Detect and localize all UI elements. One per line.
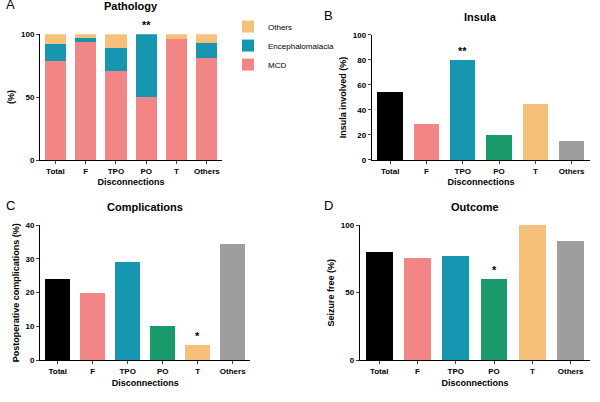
svg-text:Encephalomalacia: Encephalomalacia xyxy=(268,42,334,51)
svg-text:Total: Total xyxy=(46,167,65,176)
svg-text:MCD: MCD xyxy=(268,61,286,70)
svg-text:10: 10 xyxy=(25,322,34,331)
svg-text:Total: Total xyxy=(48,367,67,376)
svg-text:PO: PO xyxy=(157,367,169,376)
svg-text:40: 40 xyxy=(357,106,366,115)
svg-text:A: A xyxy=(6,0,15,12)
svg-text:Disconnections: Disconnections xyxy=(441,378,508,388)
svg-text:30: 30 xyxy=(25,255,34,264)
svg-text:Total: Total xyxy=(370,367,389,376)
svg-text:T: T xyxy=(174,167,179,176)
svg-text:60: 60 xyxy=(357,81,366,90)
svg-text:0: 0 xyxy=(30,356,35,365)
svg-text:50: 50 xyxy=(25,93,34,102)
svg-text:0: 0 xyxy=(30,156,35,165)
svg-text:T: T xyxy=(533,167,538,176)
svg-text:20: 20 xyxy=(25,288,34,297)
svg-text:50: 50 xyxy=(345,288,354,297)
svg-text:Others: Others xyxy=(194,167,220,176)
svg-text:Insula involved (%): Insula involved (%) xyxy=(338,57,348,139)
svg-text:Disconnections: Disconnections xyxy=(447,177,514,187)
svg-text:F: F xyxy=(415,367,420,376)
svg-text:Outcome: Outcome xyxy=(451,201,499,213)
svg-text:T: T xyxy=(195,367,200,376)
svg-text:TPO: TPO xyxy=(448,367,464,376)
svg-text:0: 0 xyxy=(362,156,367,165)
svg-text:C: C xyxy=(6,198,15,213)
svg-text:F: F xyxy=(83,167,88,176)
svg-text:D: D xyxy=(324,198,333,213)
svg-text:*: * xyxy=(492,264,497,276)
svg-text:100: 100 xyxy=(341,221,355,230)
svg-text:PO: PO xyxy=(493,167,505,176)
svg-text:PO: PO xyxy=(488,367,500,376)
svg-text:*: * xyxy=(195,330,200,342)
svg-text:Others: Others xyxy=(559,167,585,176)
svg-text:TPO: TPO xyxy=(108,167,124,176)
svg-text:100: 100 xyxy=(353,31,367,40)
svg-text:Disconnections: Disconnections xyxy=(98,177,165,187)
svg-text:Others: Others xyxy=(220,367,246,376)
svg-text:Postoperative complications (%: Postoperative complications (%) xyxy=(11,223,21,362)
svg-text:PO: PO xyxy=(140,167,152,176)
svg-text:Disconnections: Disconnections xyxy=(112,378,179,388)
svg-text:TPO: TPO xyxy=(455,167,471,176)
svg-text:0: 0 xyxy=(350,356,355,365)
svg-text:Seizure free (%): Seizure free (%) xyxy=(326,259,336,327)
svg-text:Others: Others xyxy=(268,23,292,32)
svg-text:Total: Total xyxy=(381,167,400,176)
svg-text:B: B xyxy=(324,8,333,23)
svg-text:Others: Others xyxy=(558,367,584,376)
svg-text:Complications: Complications xyxy=(107,201,183,213)
svg-text:Insula: Insula xyxy=(464,11,497,23)
svg-text:**: ** xyxy=(458,45,467,57)
svg-text:F: F xyxy=(424,167,429,176)
svg-text:T: T xyxy=(530,367,535,376)
svg-text:TPO: TPO xyxy=(119,367,135,376)
svg-text:Pathology: Pathology xyxy=(104,0,158,12)
svg-text:(%): (%) xyxy=(6,90,16,104)
svg-text:20: 20 xyxy=(357,131,366,140)
svg-text:100: 100 xyxy=(21,30,35,39)
svg-text:**: ** xyxy=(142,19,151,31)
svg-text:F: F xyxy=(90,367,95,376)
svg-text:80: 80 xyxy=(357,56,366,65)
svg-text:40: 40 xyxy=(25,221,34,230)
